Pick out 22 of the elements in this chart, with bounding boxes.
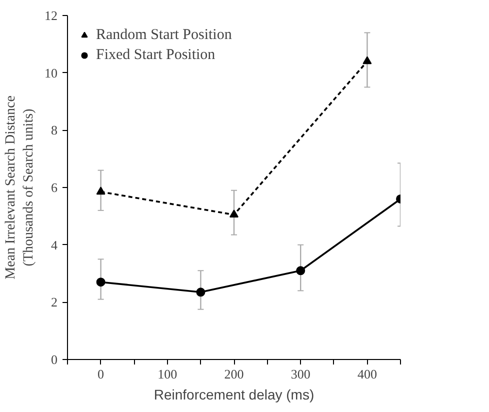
x-tick-label: 200 <box>224 366 244 382</box>
y-tick-label: 6 <box>51 180 58 195</box>
legend-label: Fixed Start Position <box>96 46 216 64</box>
x-tick-label: 100 <box>158 366 178 382</box>
y-tick-label: 8 <box>51 122 58 138</box>
point <box>296 266 306 276</box>
point <box>230 210 238 218</box>
point <box>96 278 106 287</box>
point <box>196 288 206 297</box>
y-tick-label: 10 <box>44 65 58 80</box>
y-tick-label: 12 <box>44 8 58 23</box>
y-tick-label: 0 <box>51 352 58 367</box>
y-axis-title: Mean Irrelevant Search Distance (Thousands of Search units) <box>4 96 36 280</box>
x-tick-label: 400 <box>357 366 377 382</box>
point <box>96 186 106 195</box>
x-axis-title: Reinforcement delay (ms) <box>154 386 314 402</box>
y-tick-label: 4 <box>51 237 58 252</box>
legend-label: Random Start Position <box>96 26 232 44</box>
y-tick-label: 2 <box>51 294 58 310</box>
x-tick-label: 0 <box>98 366 104 382</box>
x-tick-label: 300 <box>290 366 310 382</box>
point <box>362 56 372 64</box>
